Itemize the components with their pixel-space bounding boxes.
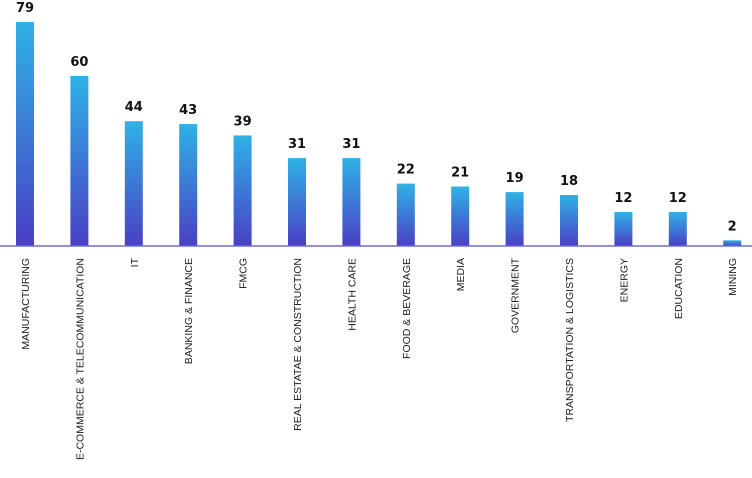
bar-value-label: 31 (288, 137, 306, 152)
category-label: TRANSPORTATION & LOGISTICS (564, 258, 576, 422)
category-label: FMCG (238, 258, 250, 289)
bar (16, 22, 34, 246)
category-label: IT (129, 257, 141, 267)
bar (505, 192, 524, 246)
bar-value-label: 2 (728, 219, 737, 234)
bar (614, 212, 633, 246)
bar (124, 121, 143, 246)
bar (179, 124, 198, 246)
category-label: FOOD & BEVERAGE (401, 258, 413, 359)
category-label: E-COMMERCE & TELECOMMUNICATION (74, 258, 86, 460)
category-label: REAL ESTATAE & CONSTRUCTION (292, 258, 304, 431)
bar (70, 75, 89, 247)
bar (342, 158, 361, 246)
category-label: HEALTH CARE (346, 258, 358, 331)
bar-value-label: 60 (70, 55, 88, 70)
value-labels-layer: 79 60 44 43 39 31 31 22 21 19 18 12 12 2 (16, 1, 737, 234)
bar-value-label: 19 (506, 171, 524, 186)
bar-value-label: 22 (397, 163, 415, 178)
category-label: BANKING & FINANCE (183, 258, 195, 364)
bar (288, 158, 306, 246)
bars-layer (16, 22, 742, 247)
bar-value-label: 12 (669, 191, 687, 206)
bar-value-label: 44 (125, 100, 143, 115)
bar (723, 240, 742, 246)
bar-value-label: 39 (234, 114, 252, 129)
bar-value-label: 12 (614, 191, 632, 206)
bar-value-label: 31 (342, 137, 360, 152)
bar (560, 195, 578, 246)
category-label: MINING (727, 258, 739, 296)
category-label: EDUCATION (673, 258, 685, 319)
bar-value-label: 18 (560, 174, 578, 189)
category-labels-layer: MANUFACTURING E-COMMERCE & TELECOMMUNICAT… (20, 257, 739, 460)
category-label: MEDIA (455, 258, 467, 291)
bar-value-label: 43 (179, 103, 197, 118)
bar (396, 183, 415, 246)
category-label: MANUFACTURING (20, 258, 32, 350)
bar-value-label: 79 (16, 1, 34, 16)
category-label: GOVERNMENT (510, 257, 522, 333)
bar (668, 212, 687, 246)
bar (233, 135, 252, 246)
bar (451, 186, 470, 246)
category-label: ENERGY (618, 258, 630, 302)
bar-value-label: 21 (451, 166, 469, 181)
